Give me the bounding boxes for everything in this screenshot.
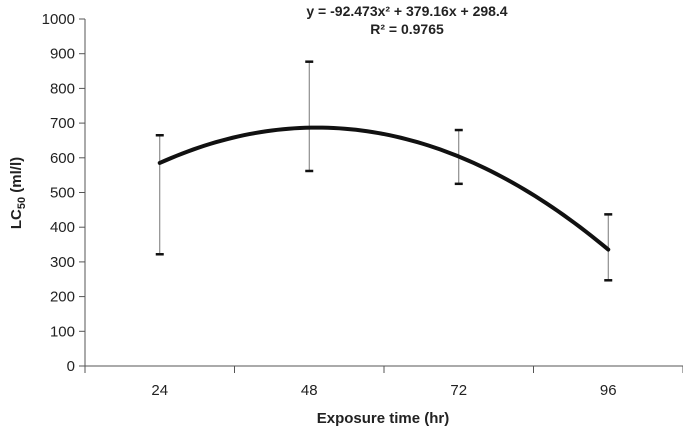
y-tick-label: 1000 — [42, 11, 75, 28]
x-tick-label: 96 — [600, 382, 617, 399]
y-tick-label: 400 — [50, 219, 75, 236]
y-axis: 0 100 200 300 400 500 600 700 800 900 1000 — [42, 11, 86, 375]
x-tick-label: 48 — [301, 382, 318, 399]
y-tick-label: 200 — [50, 289, 75, 306]
y-tick-label: 800 — [50, 80, 75, 97]
y-axis-title-main: LC — [8, 209, 25, 229]
x-tick-label: 24 — [151, 382, 168, 399]
y-axis-title: LC50 (ml/l) — [8, 157, 28, 229]
y-axis-title-subscript: 50 — [16, 197, 28, 209]
error-bars — [155, 60, 613, 282]
y-tick-label: 700 — [50, 115, 75, 132]
y-tick-label: 900 — [50, 46, 75, 63]
y-axis-title-suffix: (ml/l) — [8, 157, 25, 197]
y-tick-label: 500 — [50, 185, 75, 202]
trendline-equation: y = -92.473x² + 379.16x + 298.4 — [306, 3, 507, 19]
y-tick-label: 300 — [50, 254, 75, 271]
x-axis: 24 48 72 96 — [84, 365, 683, 399]
x-axis-title: Exposure time (hr) — [317, 410, 450, 427]
x-tick-label: 72 — [450, 382, 467, 399]
y-tick-label: 0 — [67, 358, 75, 375]
trendline-r-squared: R² = 0.9765 — [370, 21, 444, 37]
trend-line — [157, 125, 611, 252]
y-tick-label: 600 — [50, 150, 75, 167]
y-tick-label: 100 — [50, 323, 75, 340]
